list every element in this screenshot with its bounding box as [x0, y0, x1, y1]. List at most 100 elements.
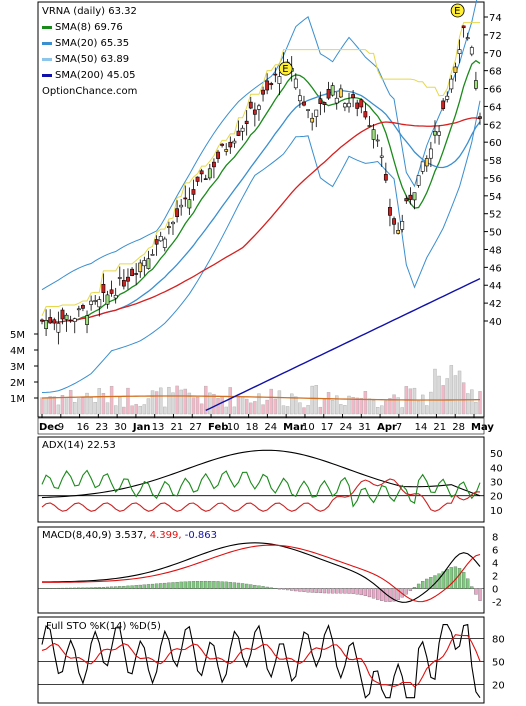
envelope-line [41, 22, 480, 317]
candle-body [457, 49, 462, 54]
candle-body [105, 294, 110, 305]
macd-histogram-bar [273, 588, 277, 589]
volume-bar [400, 407, 404, 415]
macd-histogram-bar [310, 588, 314, 593]
candle-body [416, 175, 421, 186]
candle-body [138, 262, 143, 273]
price-tick-label: 66 [489, 85, 502, 96]
volume-bar [122, 406, 126, 415]
date-label: 17 [321, 422, 334, 433]
volume-bar [355, 397, 359, 415]
volume-bar [183, 388, 187, 415]
macd-histogram-bar [240, 583, 245, 589]
macd-tick-label: 0 [492, 585, 498, 596]
candle-body [171, 221, 175, 225]
price-tick-label: 44 [489, 281, 502, 292]
macd-panel-frame [37, 526, 485, 614]
volume-bar [412, 387, 417, 415]
candle-body [121, 280, 126, 287]
candle-body [273, 73, 278, 76]
macd-histogram-bar [371, 588, 376, 599]
volume-bar [257, 393, 261, 415]
candle-body [453, 66, 458, 73]
date-label: Dec [39, 422, 60, 433]
macd-histogram-bar [191, 581, 196, 589]
macd-title: MACD(8,40,9) 3.537, 4.399, -0.863 [42, 530, 217, 541]
macd-histogram-bar [171, 582, 175, 589]
volume-bar [351, 396, 355, 415]
candle-body [207, 168, 212, 179]
price-tick-label: 62 [489, 120, 502, 131]
macd-histogram-bar [204, 580, 208, 589]
volume-bar [48, 396, 52, 415]
date-label: 23 [95, 422, 108, 433]
macd-histogram-bar [44, 588, 48, 589]
volume-bar [44, 398, 48, 415]
candle-body [375, 139, 380, 142]
volume-bar [359, 398, 363, 415]
volume-bar [232, 406, 237, 415]
macd-tick-label: 2 [492, 572, 498, 583]
macd-histogram-bar [69, 587, 73, 589]
volume-bar [244, 398, 249, 415]
candle-body [81, 305, 85, 309]
candle-body [195, 176, 200, 182]
macd-histogram-bar [449, 567, 453, 589]
candle-body [293, 78, 298, 89]
candle-body [126, 276, 130, 282]
candle-body [367, 125, 372, 127]
chart-header: VRNA (daily) 63.32 SMA(8) 69.76 SMA(20) … [42, 4, 137, 100]
date-label: 18 [246, 422, 259, 433]
candle-body [224, 149, 229, 152]
macd-histogram-bar [269, 587, 273, 589]
volume-bar [326, 392, 331, 415]
macd-histogram-bar [298, 588, 302, 592]
sto-k-line [41, 623, 481, 699]
macd-line [41, 542, 481, 603]
adx-tick-label: 10 [490, 506, 503, 517]
date-label: 10 [227, 422, 240, 433]
candle-body [343, 103, 347, 108]
candle-body [351, 94, 356, 99]
macd-histogram-bar [146, 584, 151, 589]
candle-body [306, 109, 310, 111]
candle-body [97, 299, 102, 308]
macd-histogram-bar [363, 588, 368, 596]
volume-bar [199, 403, 204, 415]
macd-histogram-bar [343, 588, 347, 594]
volume-bar [101, 393, 106, 415]
macd-histogram-bar [396, 588, 400, 600]
candle-body [261, 89, 265, 95]
candle-body [64, 314, 69, 320]
macd-histogram-bar [105, 586, 110, 589]
date-label: 31 [358, 422, 371, 433]
macd-histogram-bar [421, 581, 425, 589]
candle-body [252, 109, 257, 115]
volume-bar [236, 395, 241, 415]
macd-histogram-bar [388, 588, 392, 602]
volume-bar [408, 388, 413, 415]
macd-histogram-bar [461, 572, 466, 589]
volume-bar [290, 393, 294, 415]
macd-histogram-bar [392, 588, 396, 602]
candle-body [469, 47, 474, 55]
macd-histogram-bar [89, 587, 93, 589]
macd-histogram-bar [408, 588, 413, 591]
volume-bar [118, 396, 122, 415]
candle-body [474, 80, 478, 89]
volume-bar [478, 391, 482, 415]
legend-sma50: SMA(50) 63.89 [42, 52, 137, 68]
candle-body [449, 78, 454, 90]
candle-body [93, 300, 98, 302]
date-label: 28 [452, 422, 465, 433]
candle-body [412, 192, 417, 201]
macd-histogram-bar [109, 586, 114, 589]
volume-bar [142, 404, 147, 415]
date-label: 7 [396, 422, 402, 433]
upper-band-line [41, 0, 478, 291]
macd-tick-label: 6 [492, 545, 498, 556]
volume-bar [212, 393, 216, 415]
macd-histogram-bar [380, 588, 384, 601]
legend-sma20: SMA(20) 65.35 [42, 36, 137, 52]
